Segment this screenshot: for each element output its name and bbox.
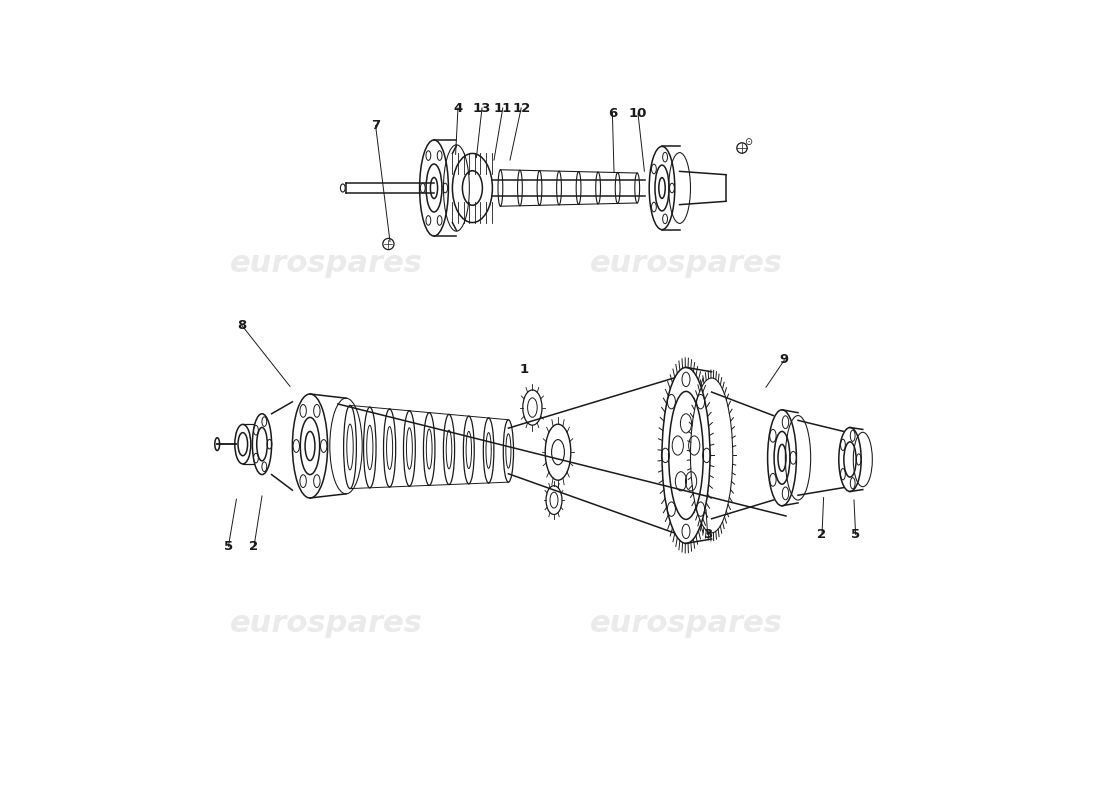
Text: 5: 5 — [851, 528, 860, 541]
Text: eurospares: eurospares — [230, 250, 422, 278]
Text: 12: 12 — [513, 102, 530, 114]
Text: 9: 9 — [780, 354, 789, 366]
Text: eurospares: eurospares — [230, 610, 422, 638]
Text: 13: 13 — [473, 102, 492, 114]
Text: 3: 3 — [703, 528, 712, 541]
Text: 1: 1 — [520, 363, 529, 376]
Text: eurospares: eurospares — [590, 250, 782, 278]
Text: 11: 11 — [494, 102, 512, 114]
Text: 2: 2 — [817, 528, 826, 541]
Text: 8: 8 — [238, 319, 246, 332]
Text: 5: 5 — [223, 540, 233, 553]
Text: eurospares: eurospares — [590, 610, 782, 638]
Text: 10: 10 — [629, 107, 647, 120]
Text: 4: 4 — [453, 102, 463, 114]
Text: 2: 2 — [250, 540, 258, 553]
Text: 7: 7 — [371, 119, 381, 132]
Text: 6: 6 — [608, 107, 617, 120]
Text: ⊙: ⊙ — [745, 137, 752, 146]
